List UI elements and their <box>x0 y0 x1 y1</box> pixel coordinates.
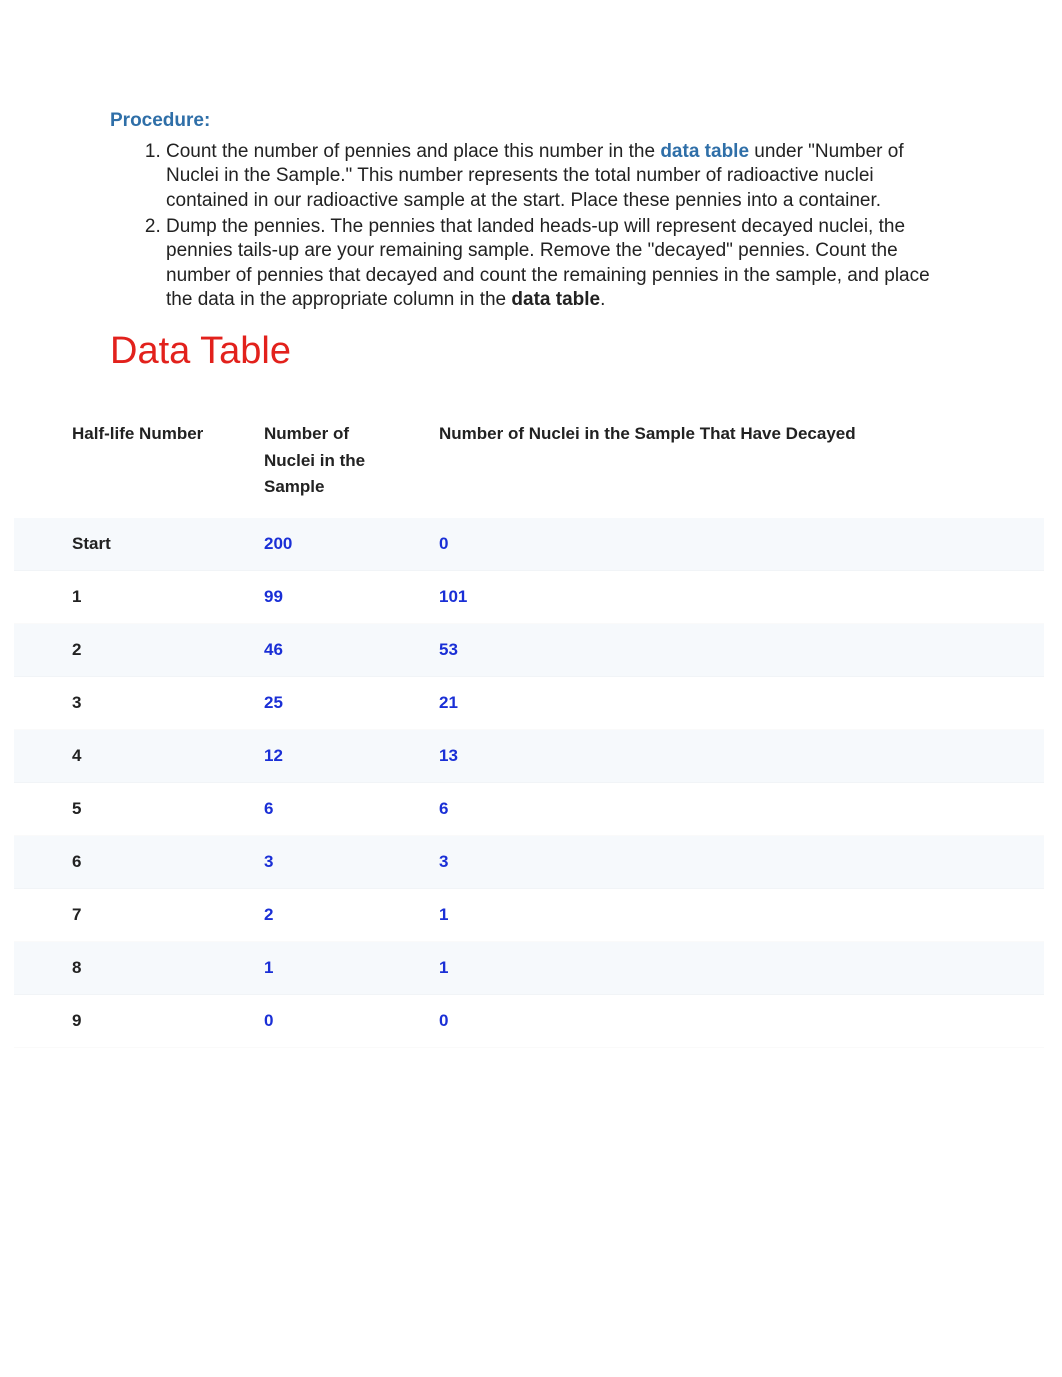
table-row: 811 <box>14 942 1044 995</box>
cell-half-life: 2 <box>14 624 224 677</box>
procedure-item-2: Dump the pennies. The pennies that lande… <box>166 215 952 312</box>
table-row: 24653 <box>14 624 1044 677</box>
cell-nuclei: 3 <box>224 836 399 889</box>
cell-half-life: 1 <box>14 571 224 624</box>
col-header-nuclei: Number of Nuclei in the Sample <box>224 403 399 518</box>
col-header-decayed: Number of Nuclei in the Sample That Have… <box>399 403 1044 518</box>
table-row: 566 <box>14 783 1044 836</box>
cell-decayed: 3 <box>399 836 1044 889</box>
table-row: 41213 <box>14 730 1044 783</box>
cell-half-life: 9 <box>14 995 224 1048</box>
cell-nuclei: 200 <box>224 518 399 571</box>
table-row: 32521 <box>14 677 1044 730</box>
col-header-half-life: Half-life Number <box>14 403 224 518</box>
cell-nuclei: 6 <box>224 783 399 836</box>
procedure-item-2-post: . <box>600 289 605 310</box>
cell-nuclei: 1 <box>224 942 399 995</box>
procedure-heading: Procedure: <box>110 110 952 132</box>
cell-nuclei: 2 <box>224 889 399 942</box>
cell-nuclei: 46 <box>224 624 399 677</box>
cell-decayed: 0 <box>399 995 1044 1048</box>
cell-half-life: 8 <box>14 942 224 995</box>
procedure-item-1-pre: Count the number of pennies and place th… <box>166 141 660 162</box>
cell-decayed: 53 <box>399 624 1044 677</box>
cell-decayed: 6 <box>399 783 1044 836</box>
table-body: Start20001991012465332521412135666337 21… <box>14 518 1044 1048</box>
procedure-item-1: Count the number of pennies and place th… <box>166 140 952 213</box>
cell-decayed: 13 <box>399 730 1044 783</box>
procedure-list: Count the number of pennies and place th… <box>110 140 952 312</box>
cell-decayed: 1 <box>399 889 1044 942</box>
table-row: 633 <box>14 836 1044 889</box>
table-head: Half-life Number Number of Nuclei in the… <box>14 403 1044 518</box>
cell-nuclei: 25 <box>224 677 399 730</box>
cell-half-life: 4 <box>14 730 224 783</box>
cell-nuclei: 0 <box>224 995 399 1048</box>
procedure-item-1-link: data table <box>660 141 749 162</box>
cell-half-life: Start <box>14 518 224 571</box>
cell-decayed: 101 <box>399 571 1044 624</box>
table-row: Start2000 <box>14 518 1044 571</box>
cell-half-life: 5 <box>14 783 224 836</box>
cell-decayed: 21 <box>399 677 1044 730</box>
data-table-wrap: Half-life Number Number of Nuclei in the… <box>14 403 1044 1048</box>
cell-half-life: 7 <box>14 889 224 942</box>
document-page: Procedure: Count the number of pennies a… <box>0 0 1062 1108</box>
cell-nuclei: 12 <box>224 730 399 783</box>
table-row: 900 <box>14 995 1044 1048</box>
cell-decayed: 0 <box>399 518 1044 571</box>
table-header-row: Half-life Number Number of Nuclei in the… <box>14 403 1044 518</box>
table-row: 7 21 <box>14 889 1044 942</box>
cell-half-life: 6 <box>14 836 224 889</box>
cell-decayed: 1 <box>399 942 1044 995</box>
data-table: Half-life Number Number of Nuclei in the… <box>14 403 1044 1048</box>
procedure-item-2-bold: data table <box>511 289 600 310</box>
cell-half-life: 3 <box>14 677 224 730</box>
cell-nuclei: 99 <box>224 571 399 624</box>
table-row: 199101 <box>14 571 1044 624</box>
data-table-title: Data Table <box>110 330 952 373</box>
